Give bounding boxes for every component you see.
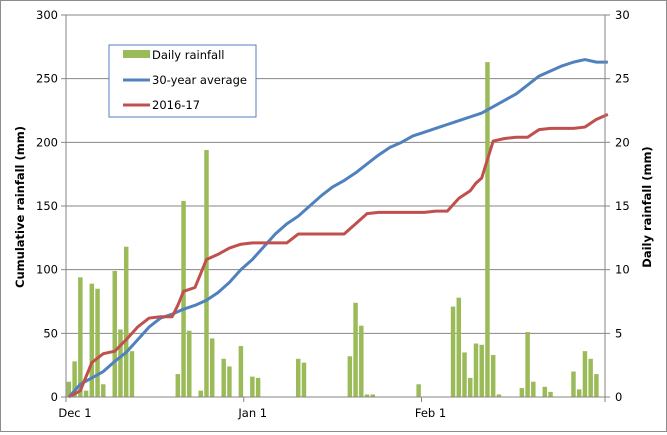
rainfall-bar [519, 388, 525, 397]
y-tick-label: 0 [51, 390, 58, 404]
rainfall-bar [490, 354, 496, 397]
legend: Daily rainfall 30-year average 2016-17 [108, 44, 257, 118]
rainfall-bar [250, 376, 255, 397]
rainfall-bar [594, 374, 599, 397]
rainfall-bar [221, 358, 226, 397]
left-axis-title: Cumulative rainfall (mm) [13, 126, 27, 288]
rainfall-bar [238, 346, 244, 397]
legend-item-2016-17: 2016-17 [123, 98, 200, 112]
y-tick-label: 200 [36, 135, 58, 149]
avg-line [67, 58, 608, 399]
legend-label: 30-year average [152, 73, 247, 87]
rainfall-bar [295, 358, 301, 397]
x-tick-label: Feb 1 [415, 406, 446, 420]
rainfall-bar [129, 351, 135, 397]
rainfall-bar [582, 351, 588, 397]
cumulative-lines [67, 58, 609, 399]
rainfall-bar [112, 270, 117, 397]
legend-item-daily-rainfall: Daily rainfall [123, 48, 225, 62]
rainfall-bar [364, 394, 370, 397]
rainfall-bar [175, 374, 181, 397]
x-tick-label: Jan 1 [237, 406, 267, 420]
rainfall-bar [187, 330, 192, 397]
rainfall-bar [531, 381, 536, 397]
x-axis-tick-labels: Dec 1 Jan 1 Feb 1 [58, 406, 446, 420]
right-axis-tick-labels: 0 5 10 15 20 25 30 [615, 8, 630, 404]
y-tick-label: 250 [36, 72, 58, 86]
rainfall-bar [571, 371, 576, 397]
rainfall-bar [198, 390, 203, 397]
rainfall-bar [576, 389, 582, 397]
rainfall-bar [370, 394, 376, 397]
rainfall-bar [542, 386, 548, 397]
rainfall-bar [548, 391, 553, 397]
rainfall-bar [181, 200, 186, 397]
rainfall-bar [118, 329, 123, 397]
rainfall-bar [496, 394, 502, 397]
rainfall-bar [255, 377, 261, 397]
rainfall-bar [473, 343, 479, 397]
y-tick-label: 50 [43, 326, 58, 340]
rainfall-bar [359, 325, 364, 397]
y-tick-label: 150 [36, 199, 58, 213]
y-tick-label: 300 [36, 8, 58, 22]
legend-label: 2016-17 [152, 98, 200, 112]
rainfall-bar [353, 302, 358, 397]
right-axis-title: Daily rainfall (mm) [640, 146, 654, 267]
y2-tick-label: 25 [615, 72, 630, 86]
y2-tick-label: 5 [615, 326, 622, 340]
rainfall-bar [83, 390, 89, 397]
legend-label: Daily rainfall [152, 48, 225, 62]
bar-swatch-icon [123, 50, 150, 58]
rainfall-bar [209, 338, 215, 397]
y2-tick-label: 10 [615, 263, 630, 277]
y2-tick-label: 30 [615, 8, 630, 22]
rainfall-bar [204, 149, 209, 397]
y2-tick-label: 15 [615, 199, 630, 213]
rainfall-bar [462, 352, 467, 397]
y2-tick-label: 20 [615, 135, 630, 149]
rainfall-bar [450, 306, 456, 397]
daily-rainfall-bars [66, 62, 599, 397]
rainfall-bar [95, 288, 100, 397]
rainfall-bar [588, 358, 593, 397]
rainfall-bar [416, 384, 421, 397]
legend-item-30-year-average: 30-year average [123, 73, 247, 87]
rainfall-bar [66, 381, 72, 397]
rainfall-bar [479, 344, 484, 397]
season-line [68, 112, 609, 399]
x-tick-label: Dec 1 [58, 406, 91, 420]
axes [61, 14, 610, 402]
rainfall-bar [227, 366, 232, 397]
rainfall-bar [72, 361, 77, 397]
rainfall-bar [89, 283, 95, 397]
rainfall-bar [123, 246, 129, 397]
rainfall-bar [525, 332, 530, 397]
y-tick-label: 100 [36, 263, 58, 277]
y2-tick-label: 0 [615, 390, 622, 404]
rainfall-bar [456, 297, 462, 397]
rainfall-bar [468, 377, 473, 397]
rainfall-bar [301, 362, 307, 397]
left-axis-tick-labels: 0 50 100 150 200 250 300 [36, 8, 58, 404]
rainfall-bar [78, 277, 83, 397]
rainfall-bar [485, 62, 490, 397]
rainfall-bar [347, 356, 353, 397]
rainfall-bar [101, 384, 106, 397]
